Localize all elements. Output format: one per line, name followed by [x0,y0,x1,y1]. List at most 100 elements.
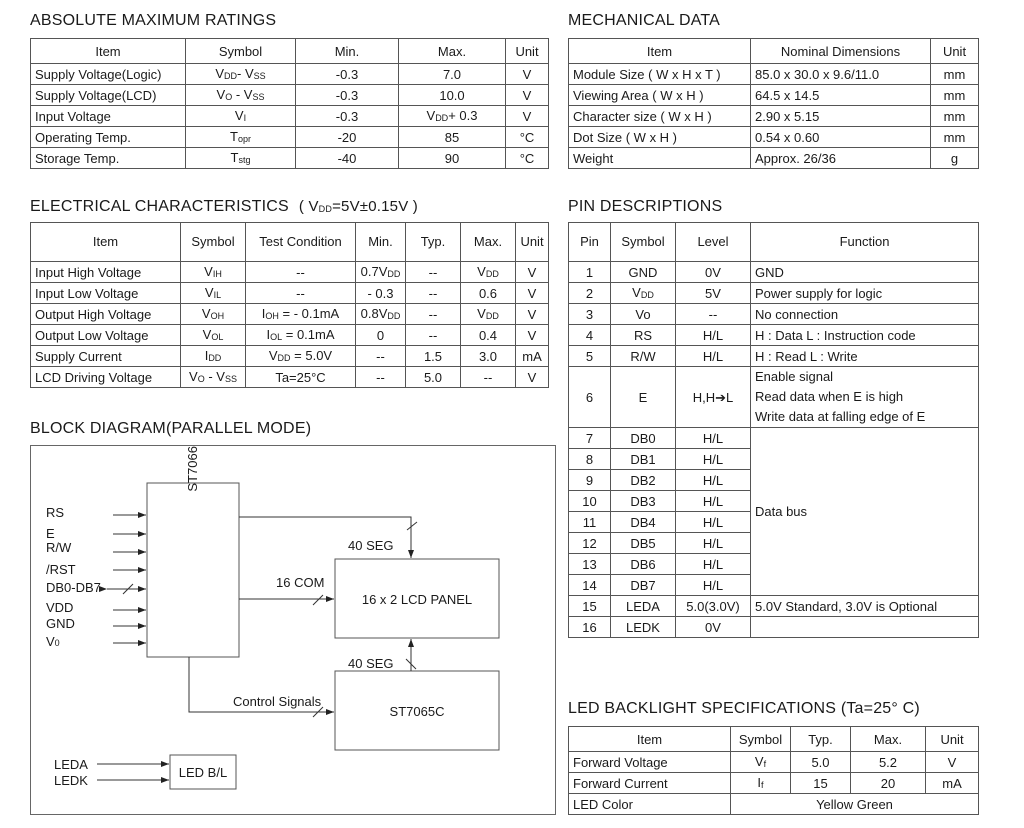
table-cell: DB5 [610,532,676,554]
led-input-label: LEDA [54,757,88,772]
table-cell: DB0 [610,427,676,449]
column-header: Item [568,38,751,64]
table-row: Input Voltage VI -0.3 VDD+ 0.3 V [30,105,549,127]
table-cell: VDD+ 0.3 [398,105,506,127]
table-cell: IOH = - 0.1mA [245,303,356,325]
control-label: Control Signals [233,694,322,709]
table-cell: H,H➔L [675,366,751,428]
column-header: Typ. [790,726,851,752]
driver-label: ST7065C [390,704,445,719]
column-header: Unit [925,726,979,752]
header-row: Item Nominal Dimensions Unit [568,38,979,64]
table-cell: VIL [180,282,246,304]
table-cell: Dot Size ( W x H ) [568,126,751,148]
column-header: Nominal Dimensions [750,38,931,64]
table-cell: H/L [675,511,751,533]
table-cell: -- [245,282,356,304]
table-row: 1 GND 0V GND [568,261,979,283]
table-cell: H/L [675,448,751,470]
table-row: LED Color Yellow Green [568,793,979,815]
backlight-box [169,754,237,790]
electrical-table: Item Symbol Test Condition Min. Typ. Max. Unit… [30,222,549,388]
electrical-title: ELECTRICAL CHARACTERISTICS ( VDD=5V±0.15V… [30,198,418,216]
electrical-title-text: ELECTRICAL CHARACTERISTICS [30,198,289,215]
table-cell: Tstg [185,147,296,169]
table-row: 5 R/W H/L H : Read L : Write [568,345,979,367]
table-cell: GND [610,261,676,283]
table-cell: mA [925,772,979,794]
table-cell: 3 [568,303,611,325]
input-label: RS [46,505,64,520]
pins-title: PIN DESCRIPTIONS [568,198,723,215]
table-cell: If [730,772,791,794]
table-cell: Supply Voltage(LCD) [30,84,186,106]
table-cell: Supply Voltage(Logic) [30,63,186,85]
table-row: Operating Temp. Topr -20 85 °C [30,126,549,148]
table-row: 16 LEDK 0V [568,616,979,638]
table-cell: H/L [675,469,751,491]
table-cell: Ta=25°C [245,366,356,388]
backlight-title: LED BACKLIGHT SPECIFICATIONS (Ta=25° C) [568,700,920,717]
block-diagram-title: BLOCK DIAGRAM(PARALLEL MODE) [30,420,312,437]
table-cell: DB3 [610,490,676,512]
table-cell: mA [515,345,549,367]
table-cell: Supply Current [30,345,181,367]
table-cell: 16 [568,616,611,638]
mechanical-table: Item Nominal Dimensions Unit Module Size ( … [568,38,979,169]
input-label: R/W [46,540,72,555]
column-header: Unit [930,38,979,64]
seg-top-label: 40 SEG [348,538,394,553]
table-row: Forward Voltage Vf 5.0 5.2 V [568,751,979,773]
table-row: 12 DB5 H/L [568,532,979,554]
table-cell: -- [405,282,461,304]
table-cell: H : Data L : Instruction code [750,324,979,346]
table-row: Input Low Voltage VIL -- - 0.3 -- 0.6 V [30,282,549,304]
table-cell: 10 [568,490,611,512]
control-line [188,657,334,715]
table-cell: 6 [568,366,611,428]
table-cell: -- [355,366,406,388]
table-cell: H/L [675,490,751,512]
input-label: /RST [46,562,76,577]
table-cell: Topr [185,126,296,148]
table-cell: 15 [568,595,611,617]
table-cell: 8 [568,448,611,470]
table-cell: 13 [568,553,611,575]
table-row: 8 DB1 H/L [568,448,979,470]
table-cell: RS [610,324,676,346]
table-cell: No connection [750,303,979,325]
driver-box [334,670,500,751]
table-cell: V [515,303,549,325]
table-cell: -- [405,261,461,283]
table-cell: GND [750,261,979,283]
table-row: Dot Size ( W x H ) 0.54 x 0.60 mm [568,126,979,148]
table-cell: 11 [568,511,611,533]
mechanical-title: MECHANICAL DATA [568,12,721,29]
table-row: Supply Current IDD VDD = 5.0V -- 1.5 3.0 mA [30,345,549,367]
table-cell: 5.2 [850,751,926,773]
table-cell: Vo [610,303,676,325]
table-cell: 5V [675,282,751,304]
table-cell: Output Low Voltage [30,324,181,346]
table-cell: Power supply for logic [750,282,979,304]
table-cell: DB6 [610,553,676,575]
column-header: Level [675,222,751,262]
table-cell: 5.0 [405,366,461,388]
input-label: E [46,526,55,541]
table-cell: V [515,282,549,304]
table-cell: °C [505,147,549,169]
table-cell: °C [505,126,549,148]
table-cell: VO - VSS [185,84,296,106]
column-header: Item [568,726,731,752]
table-row: Output Low Voltage VOL IOL = 0.1mA 0 -- 0.4 V [30,324,549,346]
column-header: Max. [850,726,926,752]
backlight-label: LED B/L [179,765,227,780]
table-cell: VDD [460,303,516,325]
table-cell: 10.0 [398,84,506,106]
table-cell: IOL = 0.1mA [245,324,356,346]
table-cell: -0.3 [295,84,399,106]
table-cell: LEDA [610,595,676,617]
table-cell: R/W [610,345,676,367]
table-cell: Input Low Voltage [30,282,181,304]
table-cell: Yellow Green [730,793,979,815]
